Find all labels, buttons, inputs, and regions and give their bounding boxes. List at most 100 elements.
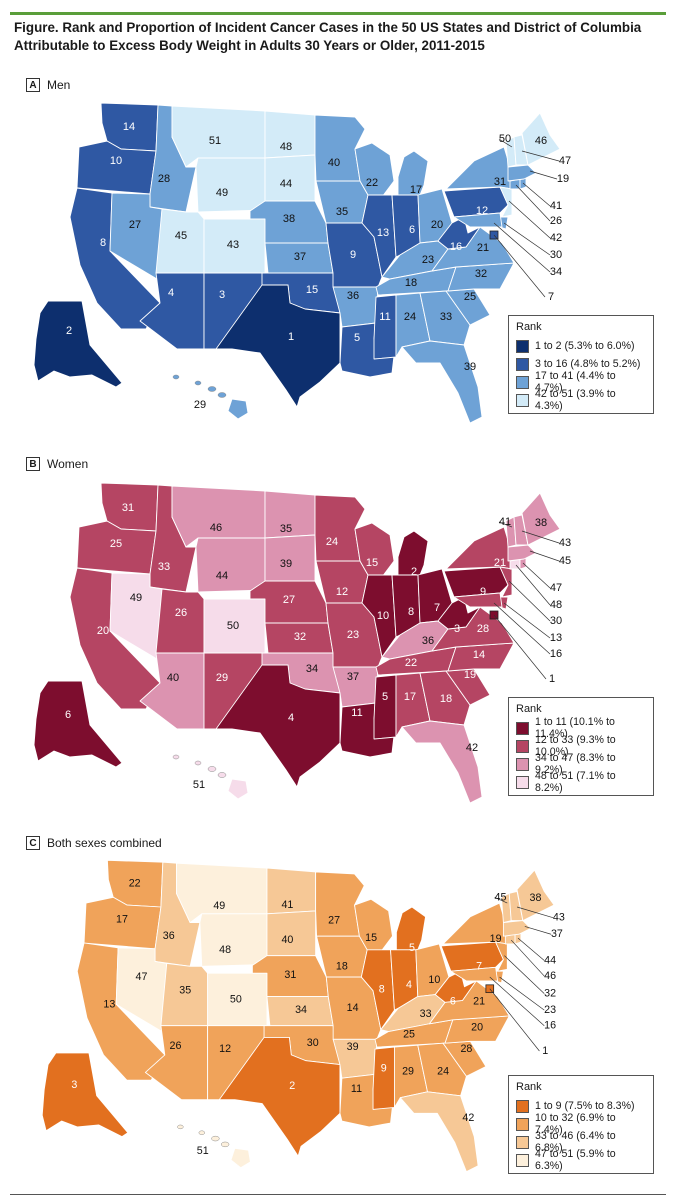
rank-label-california: 8 xyxy=(100,237,106,249)
rank-label-kansas: 32 xyxy=(294,631,306,643)
leader-line-massachusetts xyxy=(529,550,560,562)
rank-label-idaho: 33 xyxy=(158,561,170,573)
rank-label-new-mexico: 12 xyxy=(219,1043,231,1055)
rank-label-indiana: 6 xyxy=(409,224,415,236)
rank-label-west-virginia: 3 xyxy=(454,623,460,635)
rank-label-maryland: 16 xyxy=(550,648,562,660)
state-alaska xyxy=(33,680,123,768)
rank-label-iowa: 12 xyxy=(336,586,348,598)
rank-label-tennessee: 18 xyxy=(405,277,417,289)
rank-label-ohio: 20 xyxy=(431,219,443,231)
rank-label-new-mexico: 3 xyxy=(219,289,225,301)
rank-label-north-carolina: 14 xyxy=(473,649,485,661)
rank-label-utah: 45 xyxy=(175,230,187,242)
state-mississippi xyxy=(373,674,397,740)
leader-line-district-of-columbia xyxy=(493,234,546,298)
rank-label-rhode-island: 44 xyxy=(544,955,556,967)
leader-line-new-jersey xyxy=(508,200,551,239)
state-pennsylvania xyxy=(440,941,504,972)
state-wyoming xyxy=(195,157,266,213)
rank-label-oregon: 25 xyxy=(110,538,122,550)
state-maine xyxy=(521,112,561,166)
state-hawaii-island xyxy=(207,386,217,392)
state-massachusetts xyxy=(502,920,532,937)
rank-label-north-dakota: 35 xyxy=(280,523,292,535)
rank-label-delaware: 23 xyxy=(544,1004,556,1016)
leader-line-rhode-island xyxy=(522,562,551,589)
rank-label-new-jersey: 30 xyxy=(550,615,562,627)
state-hawaii-island xyxy=(217,392,227,398)
rank-label-tennessee: 25 xyxy=(403,1028,415,1040)
rank-label-alabama: 17 xyxy=(404,691,416,703)
leader-line-new-hampshire xyxy=(521,530,560,544)
rank-label-rhode-island: 41 xyxy=(550,200,562,212)
legend-swatch xyxy=(516,375,529,389)
rank-label-georgia: 33 xyxy=(440,311,452,323)
rank-label-maryland: 16 xyxy=(544,1020,556,1032)
rank-label-california: 13 xyxy=(103,998,115,1010)
rank-label-iowa: 18 xyxy=(336,960,348,972)
rank-label-illinois: 8 xyxy=(379,984,385,996)
rank-label-oregon: 17 xyxy=(116,914,128,926)
legend-swatch xyxy=(516,775,529,789)
state-north-carolina xyxy=(447,262,515,292)
rank-label-texas: 1 xyxy=(288,331,294,343)
panel-both-sexes: C Both sexes combined 22 17 13 36 47 49 48 35 26… xyxy=(0,835,676,1195)
rank-label-new-york: 21 xyxy=(494,557,506,569)
state-georgia xyxy=(417,1042,467,1097)
rank-label-nevada: 27 xyxy=(129,219,141,231)
state-west-virginia xyxy=(434,970,477,1003)
rank-label-georgia: 18 xyxy=(440,693,452,705)
state-texas xyxy=(215,284,341,408)
rank-label-maine: 46 xyxy=(535,135,547,147)
legend-label: 3 to 16 (4.8% to 5.2%) xyxy=(535,358,641,370)
rank-label-south-dakota: 44 xyxy=(280,178,292,190)
title-rule xyxy=(10,12,666,15)
legend-women: Rank 1 to 11 (10.1% to 11.4%) 12 to 33 (9… xyxy=(508,697,654,796)
rank-label-indiana: 4 xyxy=(406,979,412,991)
panel-women: B Women 31 25 20 33 49 46 44 26 40 50 29 35 39 27 32 34… xyxy=(0,456,676,828)
legend-label: 48 to 51 (7.1% to 8.2%) xyxy=(535,770,616,794)
rank-label-pennsylvania: 7 xyxy=(476,960,482,972)
state-hawaii xyxy=(230,1147,251,1169)
rank-label-missouri: 9 xyxy=(350,249,356,261)
rank-label-pennsylvania: 12 xyxy=(476,205,488,217)
legend-item: 17 to 41 (4.4% to 4.7%) xyxy=(516,370,646,394)
state-massachusetts xyxy=(507,164,537,182)
state-hawaii-island xyxy=(211,1135,220,1142)
legend-both-sexes: Rank 1 to 9 (7.5% to 8.3%) 10 to 32 (6.9%… xyxy=(508,1075,654,1174)
state-hawaii-island xyxy=(177,1124,184,1130)
rank-label-washington: 14 xyxy=(123,121,135,133)
state-west-virginia xyxy=(437,596,481,630)
rank-label-wyoming: 49 xyxy=(216,187,228,199)
panel-men: A Men 14 10 8 28 27 51 49 45 4 43 3 48 44 38 37 15 1 40 35… xyxy=(0,77,676,447)
legend-item: 12 to 33 (9.3% to 10.0%) xyxy=(516,734,646,758)
legend-item: 48 to 51 (7.1% to 8.2%) xyxy=(516,770,646,794)
rank-label-arkansas: 39 xyxy=(347,1041,359,1053)
rank-label-mississippi: 11 xyxy=(379,311,390,323)
state-north-carolina xyxy=(447,642,515,672)
us-map-men: 1410828275149454433484438371514035936522… xyxy=(33,102,571,424)
state-alaska xyxy=(41,1052,129,1138)
state-texas xyxy=(218,1036,341,1157)
rank-label-ohio: 10 xyxy=(428,974,440,986)
legend-label: 1 to 11 (10.1% to 11.4%) xyxy=(535,716,615,740)
rank-label-kentucky: 23 xyxy=(422,254,434,266)
state-maryland xyxy=(453,212,503,228)
legend-label: 17 to 41 (4.4% to 4.7%) xyxy=(535,370,616,394)
legend-item: 3 to 16 (4.8% to 5.2%) xyxy=(516,355,646,373)
panel-title: Both sexes combined xyxy=(47,836,162,850)
rank-label-utah: 26 xyxy=(175,607,187,619)
rank-label-kentucky: 33 xyxy=(420,1008,432,1020)
rank-label-tennessee: 22 xyxy=(405,657,417,669)
rank-label-texas: 4 xyxy=(288,712,294,724)
legend-label: 10 to 32 (6.9% to 7.4%) xyxy=(535,1112,616,1136)
rank-label-mississippi: 5 xyxy=(382,691,388,703)
rank-label-texas: 2 xyxy=(289,1080,295,1092)
panel-letter: A xyxy=(26,78,40,92)
rank-label-new-york: 31 xyxy=(494,176,506,188)
legend-item: 1 to 2 (5.3% to 6.0%) xyxy=(516,337,646,355)
rank-label-idaho: 28 xyxy=(158,173,170,185)
rank-label-wyoming: 48 xyxy=(219,944,231,956)
bottom-rule xyxy=(10,1194,666,1195)
